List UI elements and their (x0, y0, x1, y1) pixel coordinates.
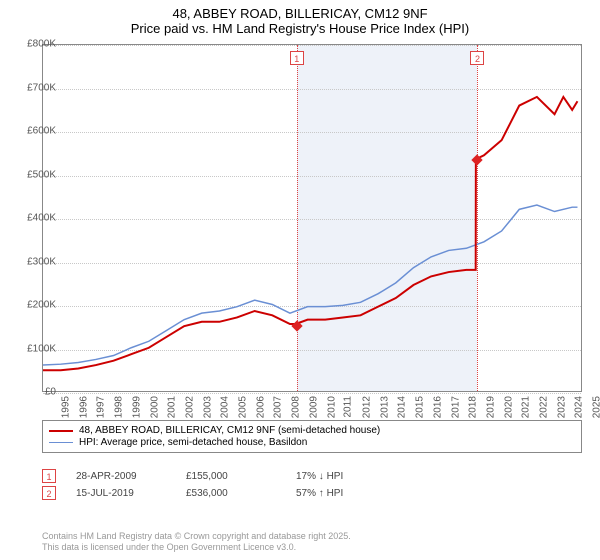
sales-table: 1 28-APR-2009 £155,000 17% ↓ HPI 2 15-JUL-201… (42, 466, 386, 503)
sale-delta: 17% ↓ HPI (296, 471, 386, 482)
x-axis-label: 2006 (255, 396, 266, 418)
x-axis-label: 2005 (237, 396, 248, 418)
x-axis-label: 1996 (78, 396, 89, 418)
x-axis-label: 2024 (574, 396, 585, 418)
x-axis-label: 2015 (414, 396, 425, 418)
sale-row-marker: 2 (42, 486, 56, 500)
sale-delta: 57% ↑ HPI (296, 488, 386, 499)
y-axis-label: £400K (16, 213, 56, 224)
x-axis-label: 1999 (131, 396, 142, 418)
footer-line-2: This data is licensed under the Open Gov… (42, 542, 351, 554)
x-axis-label: 2009 (308, 396, 319, 418)
x-axis-label: 2025 (591, 396, 600, 418)
y-axis-label: £100K (16, 343, 56, 354)
sale-price: £536,000 (186, 488, 276, 499)
legend-item: HPI: Average price, semi-detached house,… (49, 437, 575, 448)
x-axis-label: 1997 (96, 396, 107, 418)
x-axis-label: 2014 (397, 396, 408, 418)
sale-row: 2 15-JUL-2019 £536,000 57% ↑ HPI (42, 486, 386, 500)
x-axis-label: 2019 (485, 396, 496, 418)
legend-swatch (49, 442, 73, 443)
y-axis-label: £200K (16, 300, 56, 311)
x-axis-label: 2010 (326, 396, 337, 418)
x-axis-label: 2000 (149, 396, 160, 418)
title-line-2: Price paid vs. HM Land Registry's House … (0, 21, 600, 36)
y-axis-label: £600K (16, 126, 56, 137)
x-axis-label: 2018 (467, 396, 478, 418)
x-axis-label: 2012 (361, 396, 372, 418)
chart-title: 48, ABBEY ROAD, BILLERICAY, CM12 9NF Pri… (0, 0, 600, 38)
gridline-h (43, 393, 581, 394)
sale-date: 28-APR-2009 (76, 471, 166, 482)
x-axis-label: 1995 (60, 396, 71, 418)
x-axis-label: 2011 (343, 396, 354, 418)
legend-item: 48, ABBEY ROAD, BILLERICAY, CM12 9NF (se… (49, 425, 575, 436)
series-hpi (43, 205, 577, 365)
x-axis-label: 2020 (503, 396, 514, 418)
footer-attribution: Contains HM Land Registry data © Crown c… (42, 531, 351, 554)
legend-swatch (49, 430, 73, 432)
sale-price: £155,000 (186, 471, 276, 482)
x-axis-label: 1998 (113, 396, 124, 418)
chart-plot-area: 12 (42, 44, 582, 392)
line-series-svg (43, 45, 581, 391)
x-axis-label: 2022 (538, 396, 549, 418)
x-axis-label: 2003 (202, 396, 213, 418)
legend-label: 48, ABBEY ROAD, BILLERICAY, CM12 9NF (se… (79, 425, 380, 436)
x-axis-label: 2013 (379, 396, 390, 418)
x-axis-label: 2007 (273, 396, 284, 418)
sale-row: 1 28-APR-2009 £155,000 17% ↓ HPI (42, 469, 386, 483)
y-axis-label: £0 (16, 387, 56, 398)
footer-line-1: Contains HM Land Registry data © Crown c… (42, 531, 351, 543)
y-axis-label: £800K (16, 39, 56, 50)
x-axis-label: 2016 (432, 396, 443, 418)
x-axis-label: 2023 (556, 396, 567, 418)
x-axis-label: 2008 (290, 396, 301, 418)
legend-label: HPI: Average price, semi-detached house,… (79, 437, 307, 448)
y-axis-label: £300K (16, 256, 56, 267)
x-axis-label: 2017 (450, 396, 461, 418)
x-axis-label: 2002 (184, 396, 195, 418)
sale-date: 15-JUL-2019 (76, 488, 166, 499)
title-line-1: 48, ABBEY ROAD, BILLERICAY, CM12 9NF (0, 6, 600, 21)
legend: 48, ABBEY ROAD, BILLERICAY, CM12 9NF (se… (42, 420, 582, 453)
y-axis-label: £500K (16, 169, 56, 180)
sale-row-marker: 1 (42, 469, 56, 483)
y-axis-label: £700K (16, 82, 56, 93)
x-axis-label: 2001 (166, 396, 177, 418)
x-axis-label: 2004 (220, 396, 231, 418)
x-axis-label: 2021 (521, 396, 532, 418)
